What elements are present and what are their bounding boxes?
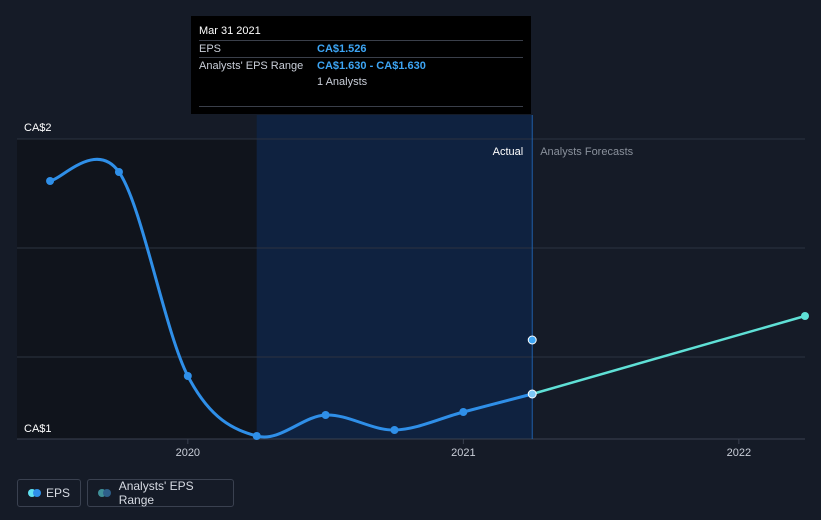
eps-data-point xyxy=(321,411,330,419)
legend-eps-label: EPS xyxy=(45,486,70,500)
range-legend-swatch-icon xyxy=(98,489,113,497)
tooltip-date: Mar 31 2021 xyxy=(199,25,261,37)
eps-data-point xyxy=(390,426,399,434)
y-axis-label-top: CA$2 xyxy=(24,122,52,134)
legend-range-label: Analysts' EPS Range xyxy=(118,479,194,507)
x-tick-label: 2022 xyxy=(727,447,751,459)
tooltip-eps-label: EPS xyxy=(199,43,222,55)
x-tick-label: 2021 xyxy=(451,447,475,459)
past-period-shade xyxy=(17,139,257,439)
legend-eps-toggle[interactable]: EPS xyxy=(17,479,81,507)
eps-data-point xyxy=(46,177,55,185)
tooltip-eps-row: EPS CA$1.526 xyxy=(199,40,523,57)
grid-lines xyxy=(17,138,805,440)
eps-legend-swatch-icon xyxy=(28,489,41,497)
eps-data-point xyxy=(252,432,261,440)
tooltip-range-value: CA$1.630 - CA$1.630 xyxy=(317,60,426,72)
x-axis-ticks: 2020 2021 2022 xyxy=(176,439,751,459)
eps-data-point xyxy=(183,372,192,380)
tooltip-range-row: Analysts' EPS Range CA$1.630 - CA$1.630 xyxy=(199,57,523,74)
tooltip-analysts-count: 1 Analysts xyxy=(317,76,368,88)
eps-data-point xyxy=(114,168,123,176)
hover-tooltip: Mar 31 2021 EPS CA$1.526 Analysts' EPS R… xyxy=(191,16,531,114)
y-axis-label-bottom: CA$1 xyxy=(24,423,52,435)
data-points xyxy=(46,168,809,440)
tooltip-analysts-row: 1 Analysts xyxy=(199,74,523,90)
range-data-point xyxy=(527,335,537,345)
actual-period-shade xyxy=(256,115,533,439)
x-tick-label: 2020 xyxy=(176,447,200,459)
tooltip-divider xyxy=(199,106,523,107)
forecast-data-point xyxy=(801,312,809,320)
forecast-region-label: Analysts Forecasts xyxy=(540,146,633,158)
tooltip-eps-value: CA$1.526 xyxy=(317,43,367,55)
tooltip-range-label: Analysts' EPS Range xyxy=(199,60,304,72)
legend-range-toggle[interactable]: Analysts' EPS Range xyxy=(87,479,234,507)
eps-data-point xyxy=(527,389,537,399)
forecast-series-line xyxy=(531,314,806,396)
eps-data-point xyxy=(459,408,468,416)
actual-region-label: Actual xyxy=(493,146,524,158)
